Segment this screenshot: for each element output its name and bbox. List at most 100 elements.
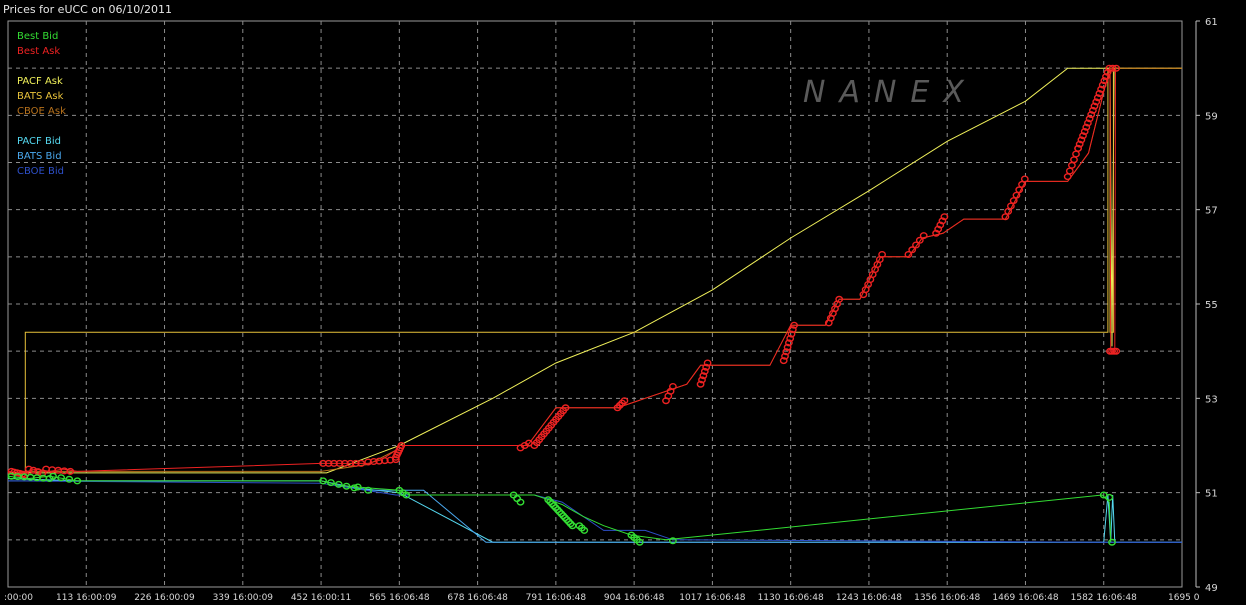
watermark: NANEX (803, 75, 978, 110)
best-bid-marker (326, 479, 335, 487)
legend-entry: Best Bid (17, 31, 58, 42)
best-bid-marker (353, 483, 362, 491)
best-ask-marker (698, 376, 706, 384)
best-ask-marker (357, 459, 366, 467)
best-ask-marker (1020, 175, 1029, 183)
best-ask-marker (702, 363, 711, 371)
best-ask-marker (936, 221, 945, 229)
best-ask-marker (781, 352, 789, 360)
best-bid-marker (49, 472, 57, 480)
best-bid-marker (364, 486, 373, 494)
best-ask-marker (397, 442, 406, 450)
best-ask-marker (790, 321, 798, 329)
y-axis: 61 59 57 55 53 51 49 (1195, 17, 1218, 594)
best-ask-marker (934, 225, 943, 233)
markers (7, 64, 1121, 546)
x-tick-label: 113 16:00:09 (56, 593, 117, 603)
series-line-best-bid (7, 475, 1112, 543)
best-ask-marker (1103, 68, 1112, 76)
best-ask-marker (779, 357, 788, 365)
best-bid-marker (319, 477, 327, 485)
best-ask-marker (324, 459, 333, 467)
best-ask-marker (788, 326, 797, 334)
best-ask-marker (1075, 140, 1084, 148)
y-tick-label: 53 (1205, 394, 1218, 405)
best-ask-marker (696, 380, 705, 388)
x-tick-label: 791 16:06:48 (526, 593, 587, 603)
legend-entry: BATS Ask (17, 91, 64, 102)
y-tick-label: 49 (1205, 583, 1218, 594)
best-bid-marker (635, 538, 644, 546)
best-ask-marker (620, 397, 629, 405)
x-tick-label: 452 16:00:11 (291, 593, 351, 603)
best-ask-marker (380, 457, 389, 465)
best-bid-marker (669, 537, 677, 545)
best-ask-marker (29, 466, 38, 474)
best-ask-marker (669, 383, 677, 391)
best-ask-marker (1100, 77, 1109, 85)
x-tick-label: 1582 16:06:48 (1071, 593, 1137, 603)
best-ask-marker (1108, 64, 1117, 72)
best-bid-marker (350, 484, 359, 492)
best-ask-marker (1082, 123, 1091, 131)
legend-entry: BATS Bid (17, 151, 62, 162)
legend: Best Bid Best Ask PACF Ask BATS Ask CBOE Ask… (17, 31, 66, 177)
best-ask-marker (785, 339, 793, 347)
x-tick-label: :00:00 (4, 593, 33, 603)
best-ask-marker (835, 295, 844, 303)
best-bid-marker (73, 477, 82, 485)
best-ask-marker (330, 459, 338, 467)
x-tick-label: 339 16:00:09 (213, 593, 274, 603)
best-bid-marker (516, 498, 525, 506)
best-bid-marker (65, 475, 74, 483)
best-ask-marker (1079, 132, 1087, 140)
y-tick-label: 51 (1205, 489, 1218, 500)
x-tick-label: 1356 16:06:48 (914, 593, 980, 603)
x-tick-label: 678 16:06:48 (447, 593, 508, 603)
best-ask-marker (1080, 127, 1089, 135)
best-ask-marker (346, 459, 355, 467)
best-ask-marker (1090, 102, 1099, 110)
best-bid-marker (1105, 493, 1114, 501)
best-ask-marker (1084, 119, 1092, 127)
best-bid-marker (580, 526, 589, 534)
best-ask-marker (369, 458, 378, 466)
x-tick-label: 1243 16:06:48 (836, 593, 902, 603)
best-bid-marker (334, 480, 343, 488)
x-tick-label: 1130 16:06:48 (758, 593, 824, 603)
best-ask-marker (940, 213, 949, 221)
best-ask-marker (908, 246, 917, 254)
best-bid-marker (57, 474, 65, 482)
grid (7, 20, 1183, 588)
x-tick-label: 1469 16:06:48 (992, 593, 1058, 603)
best-ask-marker (1089, 106, 1097, 114)
best-ask-marker (1093, 94, 1102, 102)
best-ask-marker (1092, 98, 1101, 106)
y-tick-label: 57 (1205, 206, 1218, 217)
best-ask-marker (700, 367, 709, 375)
legend-entry: PACF Bid (17, 136, 61, 147)
best-ask-marker (938, 217, 947, 225)
y-tick-label: 55 (1205, 300, 1218, 311)
best-ask-marker (699, 372, 708, 380)
best-ask-marker (351, 459, 360, 467)
legend-entry: PACF Ask (17, 76, 63, 87)
best-ask-marker (878, 250, 886, 258)
best-ask-marker (1095, 89, 1104, 97)
best-ask-marker (319, 459, 327, 467)
best-ask-marker (915, 236, 924, 244)
x-tick-label: 1695 0 (1168, 593, 1200, 603)
best-ask-marker (561, 404, 570, 412)
best-ask-marker (1074, 144, 1083, 152)
best-ask-marker (375, 457, 384, 465)
best-ask-marker (24, 465, 33, 473)
y-tick-label: 59 (1205, 111, 1218, 122)
best-ask-marker (1112, 347, 1121, 355)
best-ask-marker (1102, 73, 1110, 81)
best-ask-marker (786, 335, 795, 343)
best-bid-marker (1108, 538, 1116, 546)
legend-entry: Best Ask (17, 46, 60, 57)
x-tick-label: 904 16:06:48 (604, 593, 665, 603)
